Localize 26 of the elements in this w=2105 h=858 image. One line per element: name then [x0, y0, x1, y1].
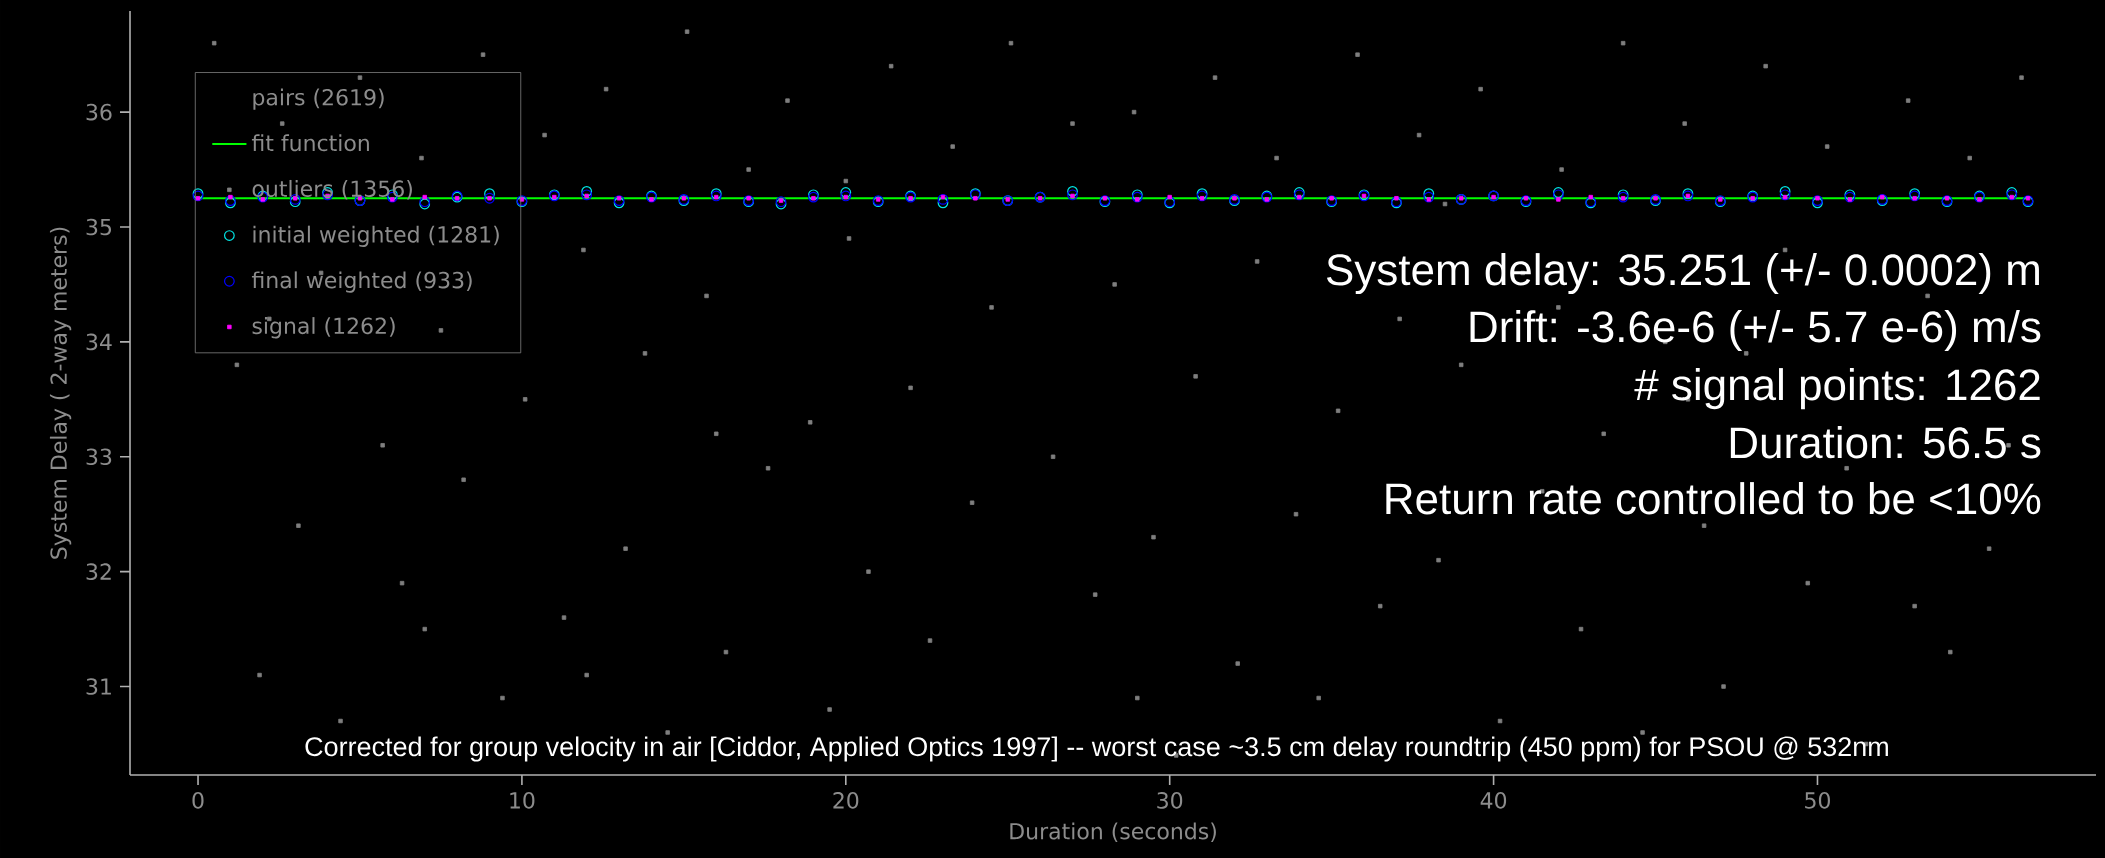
x-axis-title: Duration (seconds): [1010, 822, 1216, 843]
x-tick-label: 0: [192, 792, 204, 809]
x-tick-label: 10: [510, 792, 535, 809]
annotation: Corrected for group velocity in air [Ciddor, Applied Optics 1997] -- worst case ~3.5 cm delay roundtrip (450 ppm) for PSOU @ 532nm: [305, 736, 1888, 762]
legend-label: final weighted (933): [251, 271, 472, 293]
annotation: Return rate controlled to be <10%: [1386, 482, 2041, 515]
legend-label: initial weighted (1281): [253, 225, 499, 247]
annotation: System delay: 35.251 (+/- 0.0002) m: [1326, 253, 2039, 295]
x-tick-label: 30: [1157, 792, 1183, 809]
x-tick-label: 50: [1805, 792, 1830, 809]
annotation: Drift: -3.6e-6 (+/- 5.7 e-6) m/s: [1470, 310, 2041, 352]
legend-label: signal (1262): [252, 317, 395, 339]
y-tick-label: 35: [86, 218, 112, 236]
y-tick-label: 31: [86, 678, 111, 695]
y-tick-label: 32: [86, 563, 111, 580]
x-tick-label: 20: [833, 792, 859, 809]
x-tick-label: 40: [1480, 792, 1507, 809]
y-tick-label: 33: [86, 448, 112, 466]
y-tick-label: 34: [86, 333, 112, 351]
annotation: # signal points: 1262: [1634, 368, 2040, 410]
y-axis-title: System Delay ( 2-way meters): [49, 227, 72, 559]
text: pairs (2619): [253, 88, 384, 110]
legend-label: fit function: [251, 134, 369, 152]
annotation: Duration: 56.5 s: [1730, 426, 2041, 459]
legend-label: outliers (1356): [252, 179, 412, 200]
y-tick-label: 36: [86, 103, 112, 121]
